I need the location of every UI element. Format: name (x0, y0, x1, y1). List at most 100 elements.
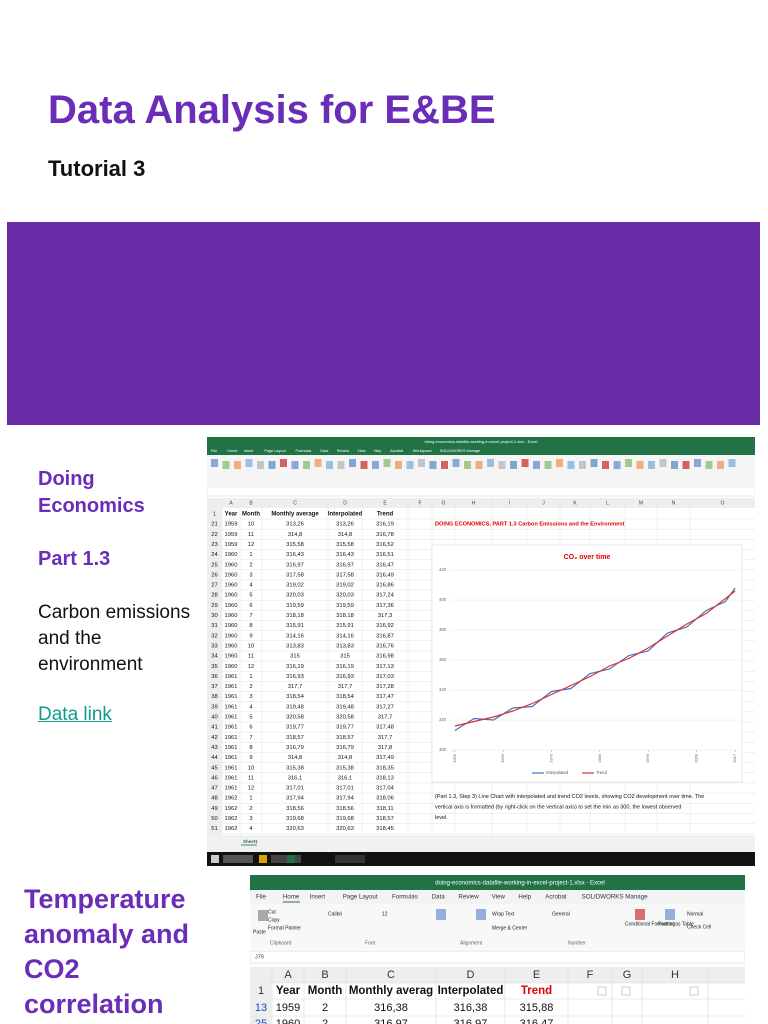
row-number: 25 (211, 562, 217, 568)
cell: 319,02 (286, 583, 304, 589)
chart-caption: (Part 1.3, Step 3) Line Chart with inter… (435, 794, 704, 821)
cell: 318,13 (376, 775, 394, 781)
y-tick-label: 360 (439, 657, 447, 662)
column-header: A (229, 500, 233, 506)
ribbon-item: Cut (268, 909, 276, 915)
cell: 314,8 (288, 755, 303, 761)
cell: 1960 (225, 562, 238, 568)
cell: 10 (248, 765, 254, 771)
cell: 318,54 (336, 694, 355, 700)
column-header: M (639, 500, 643, 506)
cell: 316,97 (454, 1018, 488, 1024)
cell: 317,28 (376, 684, 394, 690)
ribbon-icon (257, 461, 264, 469)
row-number: 43 (211, 745, 217, 751)
ribbon-icon (383, 459, 391, 467)
cell: 317,58 (286, 572, 304, 578)
cell: 318,57 (336, 735, 354, 741)
ribbon-item: Wrap Text (492, 911, 515, 917)
ribbon-icon (436, 909, 446, 920)
column-header: F (418, 500, 421, 506)
cell: 320,03 (286, 593, 304, 599)
column-header: E (533, 969, 540, 981)
cell: 317,01 (286, 786, 304, 792)
ribbon-icon (705, 461, 713, 469)
cell: 1962 (225, 806, 238, 812)
row-number: 49 (211, 806, 217, 812)
cell: 10 (248, 643, 254, 649)
cell: 1961 (225, 775, 238, 781)
ribbon-tab: Home (283, 894, 300, 901)
ribbon-group: Number (568, 940, 586, 946)
cell: 316,38 (454, 1002, 488, 1014)
ribbon-tab: Review (337, 449, 350, 453)
ribbon-group: Alignment (460, 940, 483, 946)
ribbon-icon (533, 461, 540, 469)
ribbon-tab: Help (374, 449, 382, 453)
cell: 317,03 (376, 674, 394, 680)
data-link[interactable]: Data link (38, 704, 112, 725)
cell: 7 (249, 735, 252, 741)
title-bar (207, 437, 755, 447)
column-header-bar (207, 498, 755, 508)
legend-label: Trend (596, 770, 607, 775)
cell: 1960 (225, 572, 238, 578)
row-number: 28 (211, 593, 217, 599)
y-tick-label: 300 (439, 747, 447, 752)
column-title: Interpolated (438, 985, 504, 997)
ribbon-item: 12 (382, 911, 388, 917)
cell: 314,8 (338, 755, 353, 761)
cell: 10 (248, 522, 254, 528)
part-label: Part 1.3 (38, 548, 111, 570)
ribbon-tab: Formulas (392, 894, 418, 901)
row-number: 37 (211, 684, 217, 690)
ribbon-icon (245, 459, 253, 467)
cell: 1961 (225, 694, 238, 700)
ribbon-tab: Help (518, 894, 531, 901)
row-number: 36 (211, 674, 217, 680)
section-heading: Doing Economics (38, 468, 145, 517)
cell: 4 (249, 583, 253, 589)
cell: 8 (249, 623, 252, 629)
column-header: D (343, 500, 347, 506)
data-line (454, 590, 736, 727)
row-number: 48 (211, 796, 217, 802)
row-number: 34 (211, 654, 218, 660)
ribbon-icon (487, 459, 494, 467)
cell: 316,19 (336, 664, 354, 670)
cell: 316,93 (286, 674, 304, 680)
cell: 2 (249, 684, 252, 690)
chart-title: CO₂ over time (564, 554, 611, 561)
ribbon-tab: SOLIDWORKS Manage (582, 894, 649, 901)
cell: 317,94 (286, 796, 305, 802)
ribbon-item: Normal (687, 911, 703, 917)
row-number: 13 (255, 1002, 267, 1014)
cell: 318,54 (286, 694, 305, 700)
cell: 1959 (225, 522, 238, 528)
row-number: 24 (211, 552, 218, 558)
ribbon-icon (636, 461, 644, 469)
x-tick-label: 1979 (549, 753, 554, 763)
cell: 315,38 (336, 765, 354, 771)
cell: 316,47 (376, 562, 394, 568)
filter-button (689, 986, 699, 996)
cell: 317,47 (376, 694, 394, 700)
ribbon-icon (349, 459, 356, 467)
cell: 1961 (225, 786, 238, 792)
cell: 318,11 (376, 806, 393, 812)
cell: 319,77 (286, 725, 304, 731)
cell: 320,03 (336, 593, 354, 599)
row-number: 47 (211, 786, 217, 792)
cell: 318,35 (376, 765, 394, 771)
cell: 317,48 (376, 725, 394, 731)
column-header: G (442, 500, 446, 506)
cell: 1960 (225, 664, 238, 670)
ribbon-icon (429, 461, 437, 469)
cell: 313,26 (286, 522, 304, 528)
row-header-bar (207, 508, 222, 835)
cell: 318,57 (376, 816, 394, 822)
row-number: 21 (211, 522, 217, 528)
cell: 1962 (225, 796, 238, 802)
cell: 318,18 (336, 613, 354, 619)
ribbon-item: Merge & Center (492, 925, 528, 931)
